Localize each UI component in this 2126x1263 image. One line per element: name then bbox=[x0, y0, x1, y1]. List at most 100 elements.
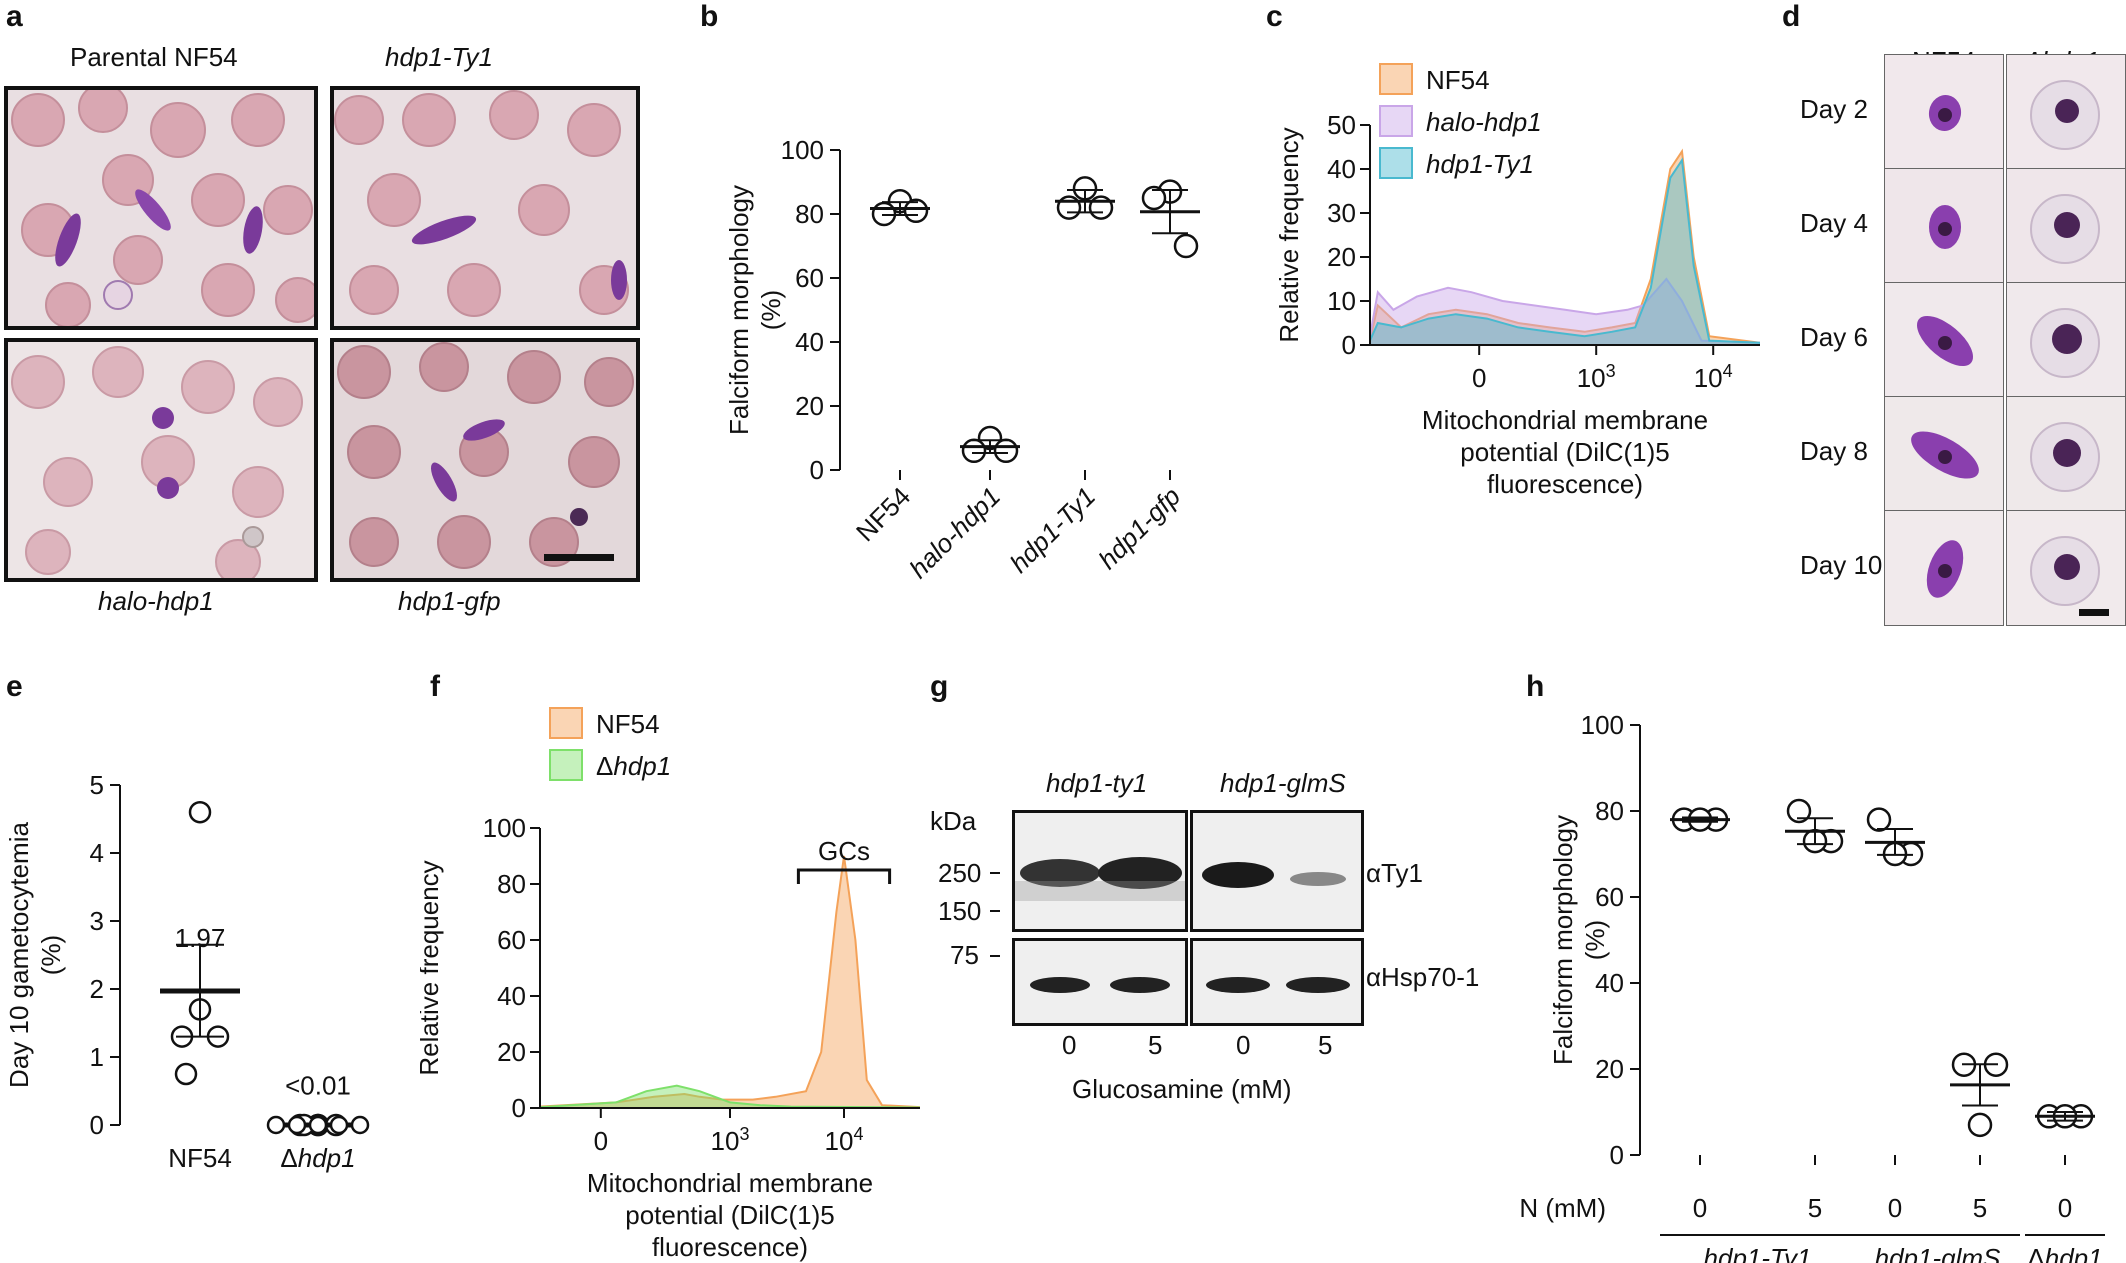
panel-a-label-hdp1-ty1: hdp1-Ty1 bbox=[385, 42, 493, 72]
panel-d-cell-image bbox=[2030, 422, 2100, 492]
legend-label: hdp1-Ty1 bbox=[1426, 149, 1534, 179]
blot-ty1-left-bands bbox=[1015, 857, 1185, 901]
panel-d-cell-image bbox=[1928, 95, 1962, 131]
x-tick-label: 103 bbox=[1577, 361, 1616, 393]
panel-d-cell-nf54 bbox=[1884, 396, 2004, 512]
glcn-value: 0 bbox=[2058, 1193, 2072, 1223]
data-point bbox=[1866, 807, 1892, 832]
y-tick-label: 0 bbox=[1342, 330, 1356, 360]
y-tick-label: 50 bbox=[1327, 110, 1356, 140]
y-tick-label: 100 bbox=[483, 813, 526, 843]
gcs-label: GCs bbox=[818, 836, 870, 866]
y-tick-label: 20 bbox=[795, 391, 824, 421]
blot-marker-250: 250 bbox=[938, 858, 982, 888]
legend-swatch bbox=[1379, 105, 1413, 137]
legend-label: Δhdp1 bbox=[596, 751, 671, 781]
x-tick-label: 103 bbox=[711, 1124, 750, 1156]
panel-d-cell-image bbox=[2030, 80, 2100, 150]
panel-d-cell-nf54 bbox=[1884, 54, 2004, 170]
y-tick-label: 60 bbox=[497, 925, 526, 955]
micrograph-hdp1-gfp-image bbox=[334, 342, 636, 578]
y-axis-label: Day 10 gametocytemia bbox=[4, 822, 34, 1088]
series-area-1 bbox=[539, 1084, 920, 1109]
data-point-zero bbox=[350, 1115, 370, 1135]
blot-hsp70-left bbox=[1012, 938, 1188, 1026]
y-axis-label: Falciform morphology bbox=[1548, 815, 1578, 1065]
y-axis-label: Relative frequency bbox=[420, 860, 444, 1075]
panel-d-cell-nf54 bbox=[1884, 510, 2004, 626]
y-tick-label: 0 bbox=[1610, 1140, 1624, 1170]
x-axis-label-3: fluorescence) bbox=[1487, 469, 1643, 499]
blot-ty1-right bbox=[1190, 810, 1364, 932]
legend-swatch bbox=[1379, 63, 1413, 95]
y-tick-label: 1 bbox=[90, 1042, 104, 1072]
panel-d-grid: Day 2 Day 4 Day 6 Day 8 Day 10 bbox=[1790, 54, 2126, 628]
group-label: hdp1-Ty1 bbox=[1704, 1243, 1812, 1263]
glcn-value: 5 bbox=[1808, 1193, 1822, 1223]
annotation-mean-dhdp1: <0.01 bbox=[285, 1070, 351, 1100]
y-tick-label: 3 bbox=[90, 906, 104, 936]
annotation-mean-nf54: 1.97 bbox=[175, 923, 226, 953]
panel-d-cell-image bbox=[2030, 308, 2100, 378]
data-point bbox=[903, 198, 929, 224]
data-point-zero bbox=[308, 1115, 328, 1135]
blot-hsp70-left-bands bbox=[1030, 977, 1170, 993]
legend-label: NF54 bbox=[596, 709, 660, 739]
blot-hsp70-right bbox=[1190, 938, 1364, 1026]
data-point-zero bbox=[266, 1115, 286, 1135]
blot-tick-250 bbox=[990, 872, 1000, 874]
y-tick-label: 10 bbox=[1327, 286, 1356, 316]
scale-bar bbox=[544, 554, 614, 561]
panel-d-cell-dhdp1 bbox=[2006, 168, 2126, 284]
panel-a-label-halo-hdp1: halo-hdp1 bbox=[98, 586, 214, 616]
blot-tick-150 bbox=[990, 910, 1000, 912]
blot-ty1-left bbox=[1012, 810, 1188, 932]
panel-letter-d: d bbox=[1782, 0, 1801, 33]
panel-d-cell-nf54 bbox=[1884, 168, 2004, 284]
legend-swatch bbox=[549, 749, 583, 781]
panel-letter-e: e bbox=[6, 670, 23, 703]
x-tick-label: halo-hdp1 bbox=[903, 481, 1006, 584]
chart-h: 0 20 40 60 80 100 Falciform morphology(%) glcN … bbox=[1520, 710, 2105, 1263]
legend-swatch bbox=[1379, 147, 1413, 179]
panel-letter-h: h bbox=[1526, 670, 1545, 703]
y-tick-label: 0 bbox=[90, 1110, 104, 1140]
panel-letter-c: c bbox=[1266, 0, 1283, 33]
panel-d-cell-dhdp1 bbox=[2006, 396, 2126, 512]
data-point bbox=[993, 438, 1019, 464]
data-point bbox=[1967, 1112, 1993, 1138]
legend-swatch bbox=[549, 707, 583, 739]
micrograph-hdp1-ty1-image bbox=[334, 90, 636, 326]
micrograph-nf54-image bbox=[8, 90, 314, 326]
data-point bbox=[188, 800, 212, 824]
panel-d-cell-image bbox=[1911, 431, 1979, 479]
series-area-1 bbox=[1369, 277, 1760, 346]
y-tick-label: 20 bbox=[1595, 1054, 1624, 1084]
x-axis-label-2: potential (DilC(1)5 bbox=[1460, 437, 1670, 467]
y-tick-label: 80 bbox=[795, 199, 824, 229]
blot-lane-value-4: 5 bbox=[1318, 1030, 1333, 1060]
y-tick-label: 20 bbox=[497, 1037, 526, 1067]
x-axis-label-2: potential (DilC(1)5 bbox=[625, 1200, 835, 1230]
data-point-zero bbox=[287, 1115, 307, 1135]
legend-label: NF54 bbox=[1426, 65, 1490, 95]
glcn-value: 0 bbox=[1693, 1193, 1707, 1223]
panel-d-cell-nf54 bbox=[1884, 282, 2004, 398]
x-tick-label: 104 bbox=[1694, 361, 1733, 393]
glcn-row-label: glcN (mM) bbox=[1520, 1193, 1606, 1223]
panel-d-cell-image bbox=[1929, 205, 1961, 249]
data-point bbox=[174, 1062, 198, 1086]
blot-lane-label-hdp1-glms: hdp1-glmS bbox=[1220, 768, 1346, 798]
blot-marker-150: 150 bbox=[938, 896, 982, 926]
y-axis-label-2: (%) bbox=[1580, 920, 1610, 960]
chart-f: 0 20 40 60 80 100 0 103 104 Relative frequency Mit… bbox=[420, 707, 920, 1262]
panel-d-row-label: Day 8 bbox=[1800, 436, 1868, 466]
glcn-value: 5 bbox=[1973, 1193, 1987, 1223]
blot-marker-75: 75 bbox=[950, 940, 979, 970]
y-tick-label: 100 bbox=[1581, 710, 1624, 740]
x-axis-label-1: Mitochondrial membrane bbox=[587, 1168, 873, 1198]
chart-e: 0 1 2 3 4 5 Day 10 gametocytemia (%) 1.97 <0.01 NF… bbox=[4, 770, 370, 1173]
y-tick-label: 30 bbox=[1327, 198, 1356, 228]
micrograph-hdp1-ty1 bbox=[330, 86, 640, 330]
group-label: Δhdp1 bbox=[2027, 1243, 2102, 1263]
